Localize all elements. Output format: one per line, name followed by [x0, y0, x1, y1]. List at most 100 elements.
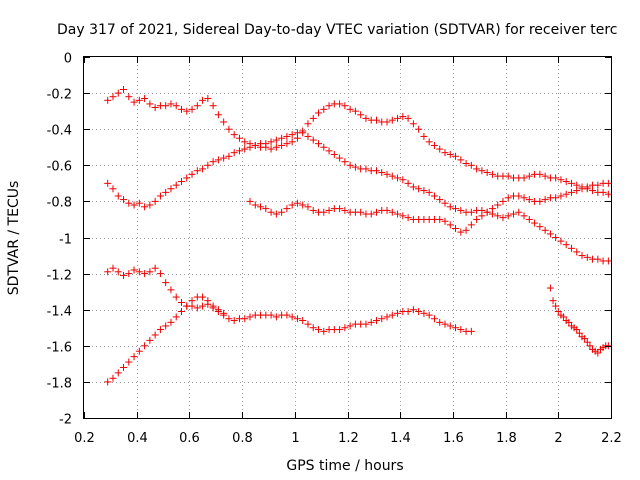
data-point [504, 194, 512, 202]
data-point [156, 326, 164, 334]
data-point [378, 169, 386, 177]
data-point [604, 342, 612, 350]
data-point [309, 136, 317, 144]
data-point [430, 141, 438, 149]
data-point [552, 194, 560, 202]
data-point [120, 271, 128, 279]
data-point [383, 313, 391, 321]
data-point [441, 217, 449, 225]
data-point [304, 132, 312, 140]
data-point [283, 311, 291, 319]
data-point [146, 268, 154, 276]
data-point [220, 154, 228, 162]
data-point [462, 226, 470, 234]
data-point [562, 178, 570, 186]
data-point [583, 183, 591, 191]
data-point [388, 116, 396, 124]
data-point [272, 210, 280, 218]
data-point [446, 221, 454, 229]
data-point [383, 170, 391, 178]
data-point [557, 192, 565, 200]
data-point [183, 302, 191, 310]
data-point [409, 183, 417, 191]
data-point [214, 156, 222, 164]
data-point [430, 192, 438, 200]
x-tick-label: 0.2 [74, 431, 95, 446]
data-point [494, 212, 502, 220]
data-point [425, 188, 433, 196]
data-point [162, 188, 170, 196]
series-2 [104, 129, 612, 265]
data-point [130, 201, 138, 209]
data-point [204, 95, 212, 103]
data-point [367, 210, 375, 218]
data-point [467, 221, 475, 229]
data-point [531, 219, 539, 227]
x-tick-label: 0.8 [232, 431, 253, 446]
data-point [162, 322, 170, 330]
data-point [135, 199, 143, 207]
data-point [560, 313, 568, 321]
data-point [404, 179, 412, 187]
data-point [246, 143, 254, 151]
data-point [135, 268, 143, 276]
data-point [283, 132, 291, 140]
data-point [199, 96, 207, 104]
data-point [315, 326, 323, 334]
y-tick-label: -1.4 [47, 305, 72, 320]
data-point [346, 105, 354, 113]
data-point [586, 342, 594, 350]
data-point [172, 313, 180, 321]
data-point [341, 158, 349, 166]
data-point [293, 315, 301, 323]
data-point [515, 208, 523, 216]
data-point [315, 109, 323, 117]
data-point [167, 100, 175, 108]
data-point [177, 178, 185, 186]
data-point [372, 167, 380, 175]
series-5 [104, 293, 228, 386]
data-point [262, 140, 270, 148]
data-point [125, 358, 133, 366]
data-point [325, 102, 333, 110]
data-point [557, 176, 565, 184]
data-point [309, 206, 317, 214]
data-point [546, 230, 554, 238]
data-point [309, 324, 317, 332]
y-tick-label: -0.2 [47, 88, 72, 103]
data-point [346, 161, 354, 169]
data-point [151, 331, 159, 339]
data-point [188, 170, 196, 178]
data-point [404, 308, 412, 316]
data-point [167, 318, 175, 326]
data-point [225, 125, 233, 133]
data-point [541, 172, 549, 180]
data-point [557, 237, 565, 245]
data-point [467, 208, 475, 216]
data-point [177, 105, 185, 113]
data-point [199, 165, 207, 173]
data-point [188, 105, 196, 113]
data-point [415, 125, 423, 133]
data-point [362, 114, 370, 122]
data-point [562, 190, 570, 198]
data-point [109, 374, 117, 382]
data-point [604, 190, 612, 198]
data-point [146, 100, 154, 108]
data-point [594, 255, 602, 263]
data-point [283, 205, 291, 213]
y-tick-label: -0.4 [47, 124, 72, 139]
data-point [394, 309, 402, 317]
data-point [156, 192, 164, 200]
data-point [320, 208, 328, 216]
data-point [130, 266, 138, 274]
data-point [336, 205, 344, 213]
data-point [488, 205, 496, 213]
data-point [483, 208, 491, 216]
plot-frame [83, 56, 612, 419]
data-point [220, 309, 228, 317]
data-point [120, 85, 128, 93]
data-point [304, 320, 312, 328]
data-point [156, 270, 164, 278]
data-point [594, 181, 602, 189]
